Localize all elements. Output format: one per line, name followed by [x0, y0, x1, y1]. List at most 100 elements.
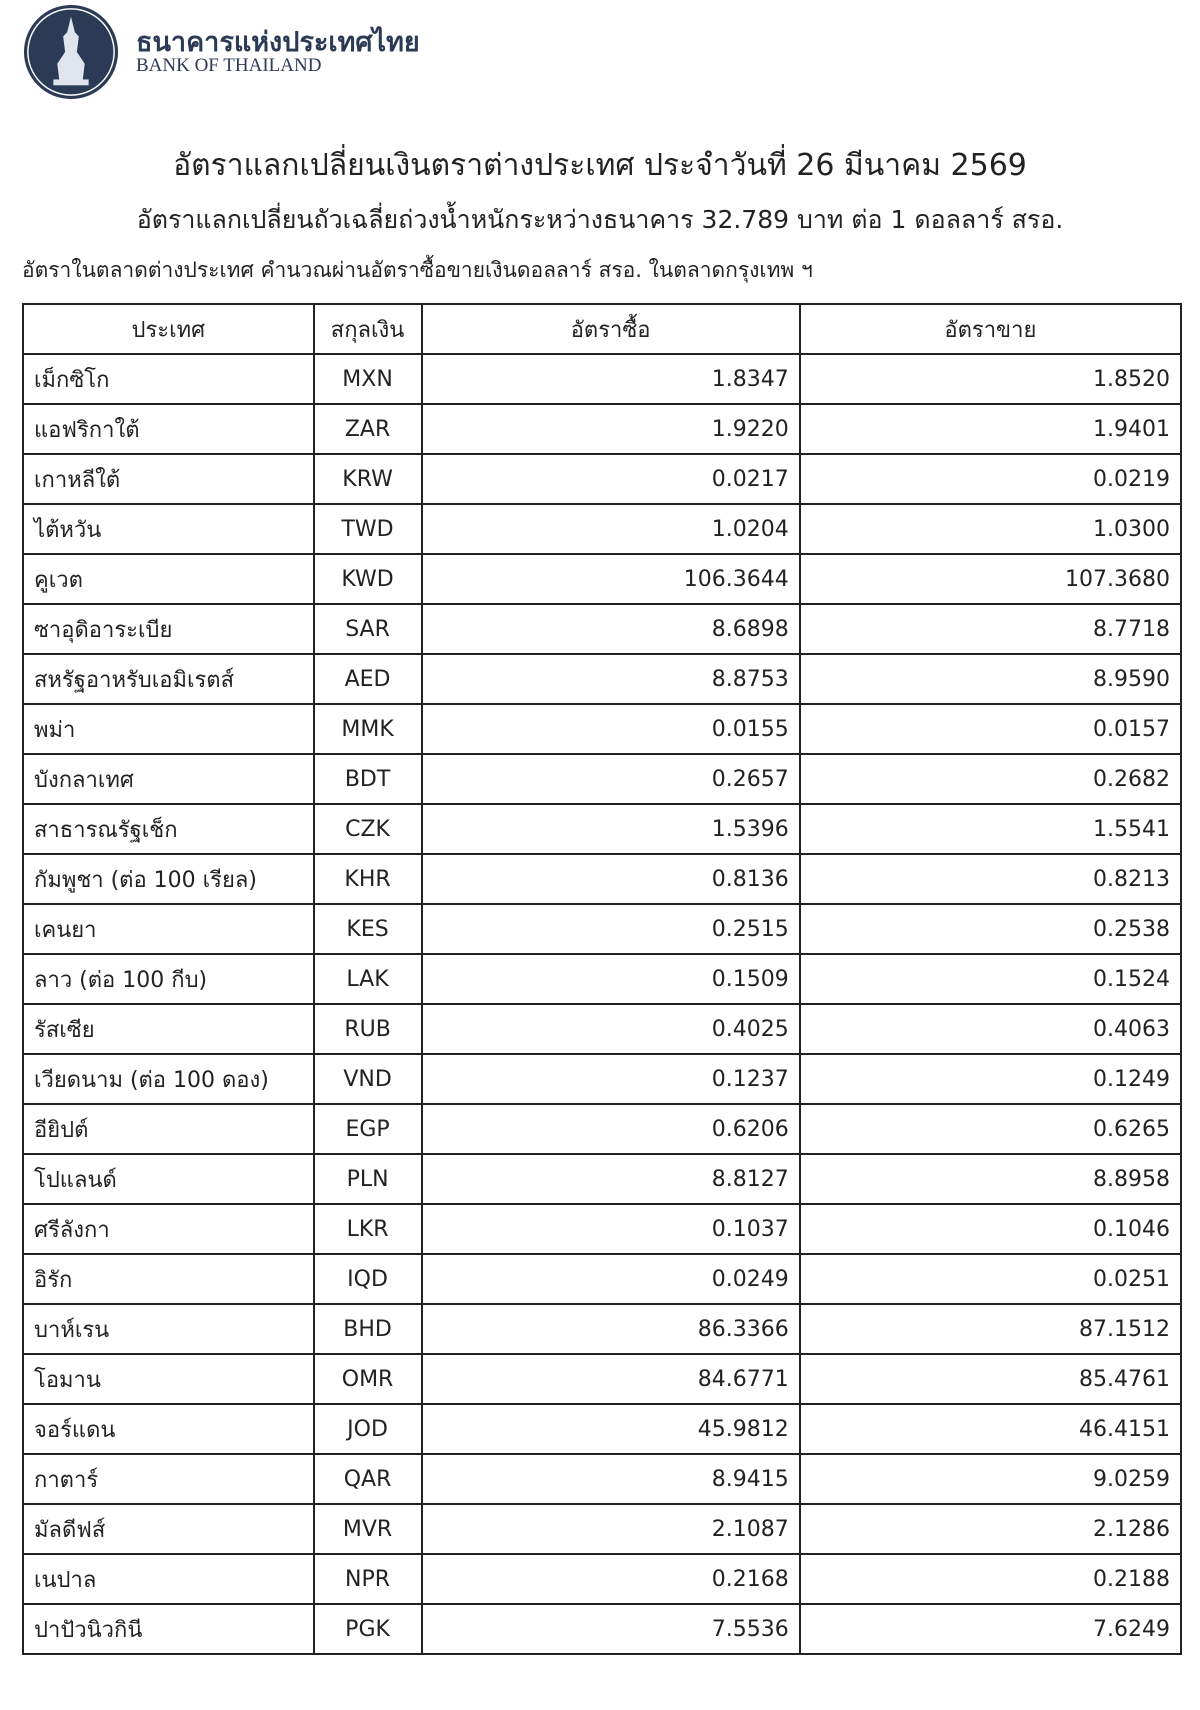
table-row: รัสเซีย RUB 0.4025 0.4063	[22, 1003, 1183, 1055]
selling-rate-cell: 0.8213	[798, 853, 1183, 905]
selling-rate-cell: 0.2538	[798, 903, 1183, 955]
selling-rate-cell: 87.1512	[798, 1303, 1183, 1355]
buying-rate-cell: 0.2657	[420, 753, 801, 805]
table-row: สหรัฐอาหรับเอมิเรตส์ AED 8.8753 8.9590	[22, 653, 1183, 705]
selling-rate-cell: 8.7718	[798, 603, 1183, 655]
selling-rate-cell: 9.0259	[798, 1453, 1183, 1505]
country-cell: รัสเซีย	[22, 1003, 315, 1055]
currency-code-cell: OMR	[312, 1353, 423, 1405]
table-row: สาธารณรัฐเช็ก CZK 1.5396 1.5541	[22, 803, 1183, 855]
selling-rate-cell: 1.9401	[798, 403, 1183, 455]
table-row: แอฟริกาใต้ ZAR 1.9220 1.9401	[22, 403, 1183, 455]
selling-rate-cell: 8.9590	[798, 653, 1183, 705]
selling-rate-cell: 0.1046	[798, 1203, 1183, 1255]
currency-code-cell: AED	[312, 653, 423, 705]
currency-code-cell: IQD	[312, 1253, 423, 1305]
table-row: ลาว (ต่อ 100 กีบ) LAK 0.1509 0.1524	[22, 953, 1183, 1005]
currency-code-cell: JOD	[312, 1403, 423, 1455]
table-row: เนปาล NPR 0.2168 0.2188	[22, 1553, 1183, 1605]
buying-rate-cell: 84.6771	[420, 1353, 801, 1405]
country-cell: ไต้หวัน	[22, 503, 315, 555]
selling-rate-cell: 1.5541	[798, 803, 1183, 855]
currency-code-cell: MXN	[312, 353, 423, 405]
page-subtitle: อัตราแลกเปลี่ยนถัวเฉลี่ยถ่วงน้ำหนักระหว่…	[136, 205, 1064, 234]
table-row: กัมพูชา (ต่อ 100 เรียล) KHR 0.8136 0.8213	[22, 853, 1183, 905]
buying-rate-cell: 0.1509	[420, 953, 801, 1005]
table-row: เคนยา KES 0.2515 0.2538	[22, 903, 1183, 955]
table-row: บาห์เรน BHD 86.3366 87.1512	[22, 1303, 1183, 1355]
currency-code-cell: EGP	[312, 1103, 423, 1155]
currency-code-cell: VND	[312, 1053, 423, 1105]
selling-rate-cell: 0.1524	[798, 953, 1183, 1005]
currency-code-cell: QAR	[312, 1453, 423, 1505]
buying-rate-cell: 1.8347	[420, 353, 801, 405]
selling-rate-cell: 85.4761	[798, 1353, 1183, 1405]
currency-code-cell: MMK	[312, 703, 423, 755]
country-cell: เวียดนาม (ต่อ 100 ดอง)	[22, 1053, 315, 1105]
buying-rate-cell: 0.1037	[420, 1203, 801, 1255]
country-cell: สหรัฐอาหรับเอมิเรตส์	[22, 653, 315, 705]
currency-code-cell: KHR	[312, 853, 423, 905]
selling-rate-cell: 0.0219	[798, 453, 1183, 505]
country-cell: แอฟริกาใต้	[22, 403, 315, 455]
currency-code-cell: ZAR	[312, 403, 423, 455]
country-cell: ปาปัวนิวกินี	[22, 1603, 315, 1655]
country-cell: กาตาร์	[22, 1453, 315, 1505]
currency-code-cell: PLN	[312, 1153, 423, 1205]
table-row: ศรีลังกา LKR 0.1037 0.1046	[22, 1203, 1183, 1255]
selling-rate-cell: 0.0157	[798, 703, 1183, 755]
selling-rate-cell: 107.3680	[798, 553, 1183, 605]
currency-code-cell: PGK	[312, 1603, 423, 1655]
selling-rate-cell: 0.2682	[798, 753, 1183, 805]
country-cell: ลาว (ต่อ 100 กีบ)	[22, 953, 315, 1005]
buying-rate-cell: 8.6898	[420, 603, 801, 655]
selling-rate-cell: 0.4063	[798, 1003, 1183, 1055]
buying-rate-cell: 0.1237	[420, 1053, 801, 1105]
buying-rate-cell: 1.9220	[420, 403, 801, 455]
country-cell: ซาอุดิอาระเบีย	[22, 603, 315, 655]
table-row: บังกลาเทศ BDT 0.2657 0.2682	[22, 753, 1183, 805]
header-currency: สกุลเงิน	[312, 303, 423, 355]
buying-rate-cell: 7.5536	[420, 1603, 801, 1655]
currency-code-cell: RUB	[312, 1003, 423, 1055]
table-row: อียิปต์ EGP 0.6206 0.6265	[22, 1103, 1183, 1155]
table-row: โปแลนด์ PLN 8.8127 8.8958	[22, 1153, 1183, 1205]
table-row: เวียดนาม (ต่อ 100 ดอง) VND 0.1237 0.1249	[22, 1053, 1183, 1105]
buying-rate-cell: 45.9812	[420, 1403, 801, 1455]
bank-of-thailand-logo	[23, 4, 119, 100]
country-cell: มัลดีฟส์	[22, 1503, 315, 1555]
country-cell: พม่า	[22, 703, 315, 755]
country-cell: อิรัก	[22, 1253, 315, 1305]
table-row: ไต้หวัน TWD 1.0204 1.0300	[22, 503, 1183, 555]
currency-code-cell: TWD	[312, 503, 423, 555]
buying-rate-cell: 0.8136	[420, 853, 801, 905]
table-row: อิรัก IQD 0.0249 0.0251	[22, 1253, 1183, 1305]
exchange-rate-table: ประเทศ สกุลเงิน อัตราซื้อ อัตราขาย เม็กซ…	[22, 303, 1183, 1655]
country-cell: บังกลาเทศ	[22, 753, 315, 805]
currency-code-cell: NPR	[312, 1553, 423, 1605]
table-header-row: ประเทศ สกุลเงิน อัตราซื้อ อัตราขาย	[22, 303, 1183, 355]
buying-rate-cell: 8.8127	[420, 1153, 801, 1205]
currency-code-cell: MVR	[312, 1503, 423, 1555]
selling-rate-cell: 8.8958	[798, 1153, 1183, 1205]
buying-rate-cell: 2.1087	[420, 1503, 801, 1555]
bank-name-thai: ธนาคารแห่งประเทศไทย	[136, 27, 420, 58]
buying-rate-cell: 1.5396	[420, 803, 801, 855]
country-cell: เม็กซิโก	[22, 353, 315, 405]
buying-rate-cell: 106.3644	[420, 553, 801, 605]
country-cell: เนปาล	[22, 1553, 315, 1605]
table-row: ซาอุดิอาระเบีย SAR 8.6898 8.7718	[22, 603, 1183, 655]
selling-rate-cell: 0.6265	[798, 1103, 1183, 1155]
country-cell: กัมพูชา (ต่อ 100 เรียล)	[22, 853, 315, 905]
currency-code-cell: LAK	[312, 953, 423, 1005]
buying-rate-cell: 0.0217	[420, 453, 801, 505]
table-row: พม่า MMK 0.0155 0.0157	[22, 703, 1183, 755]
selling-rate-cell: 46.4151	[798, 1403, 1183, 1455]
buying-rate-cell: 0.0155	[420, 703, 801, 755]
buying-rate-cell: 86.3366	[420, 1303, 801, 1355]
currency-code-cell: BDT	[312, 753, 423, 805]
page-title: อัตราแลกเปลี่ยนเงินตราต่างประเทศ ประจำวั…	[173, 148, 1027, 183]
selling-rate-cell: 7.6249	[798, 1603, 1183, 1655]
currency-code-cell: CZK	[312, 803, 423, 855]
buying-rate-cell: 0.0249	[420, 1253, 801, 1305]
